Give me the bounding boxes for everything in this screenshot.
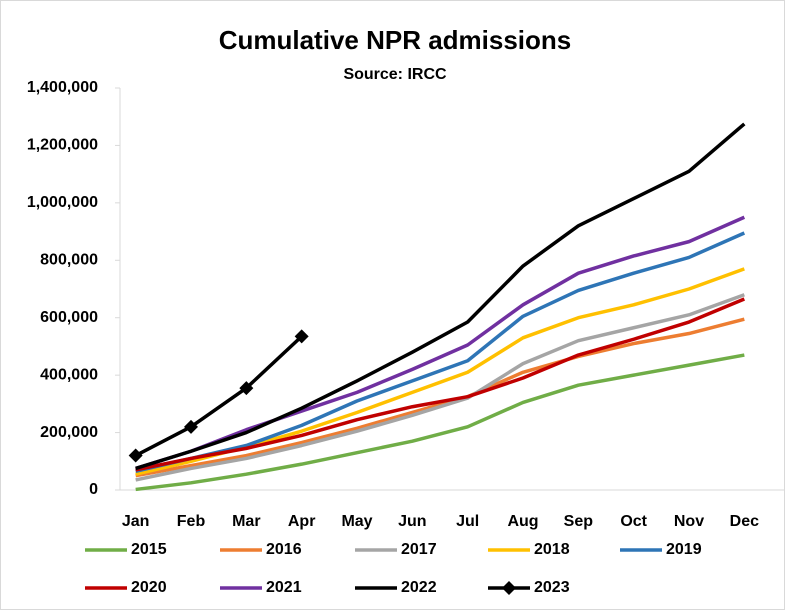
legend-label: 2023 (534, 579, 570, 596)
x-tick-label: Jan (122, 513, 150, 530)
legend-label: 2020 (131, 579, 167, 596)
x-tick-label: Feb (177, 513, 206, 530)
legend-label: 2018 (534, 541, 570, 558)
y-tick-label: 1,000,000 (27, 194, 98, 211)
legend-label: 2015 (131, 541, 167, 558)
series-line (135, 231, 746, 474)
y-tick-label: 200,000 (40, 424, 98, 441)
legend-label: 2017 (401, 541, 437, 558)
x-tick-label: Sep (564, 513, 594, 530)
series-line (135, 297, 746, 472)
series-line (135, 215, 746, 471)
series-marker (128, 448, 143, 463)
y-tick-label: 600,000 (40, 309, 98, 326)
legend-marker (502, 581, 516, 595)
series-line (135, 353, 745, 492)
y-tick-label: 0 (89, 481, 98, 498)
y-tick-label: 800,000 (40, 252, 98, 269)
x-tick-label: May (341, 513, 372, 530)
x-tick-label: Nov (674, 513, 704, 530)
x-tick-label: Jun (398, 513, 426, 530)
chart-title: Cumulative NPR admissions (219, 25, 572, 55)
series-marker (184, 419, 198, 434)
series-marker (239, 381, 254, 396)
legend-label: 2019 (666, 541, 702, 558)
series-line (134, 335, 303, 458)
legend-label: 2021 (266, 579, 302, 596)
x-tick-label: Dec (730, 513, 759, 530)
legend-label: 2016 (266, 541, 302, 558)
series-line (135, 293, 745, 482)
y-tick-label: 1,400,000 (27, 79, 98, 96)
chart-subtitle: Source: IRCC (343, 66, 447, 83)
legend-label: 2022 (401, 579, 437, 596)
x-tick-label: Aug (507, 513, 538, 530)
x-tick-label: Mar (232, 513, 260, 530)
y-tick-label: 400,000 (40, 366, 98, 383)
x-tick-label: Jul (456, 513, 479, 530)
x-tick-label: Apr (288, 513, 316, 530)
x-tick-label: Oct (620, 513, 647, 530)
series-marker (294, 329, 309, 344)
series-line (135, 317, 745, 478)
y-tick-label: 1,200,000 (27, 137, 98, 154)
series-line (135, 122, 746, 471)
